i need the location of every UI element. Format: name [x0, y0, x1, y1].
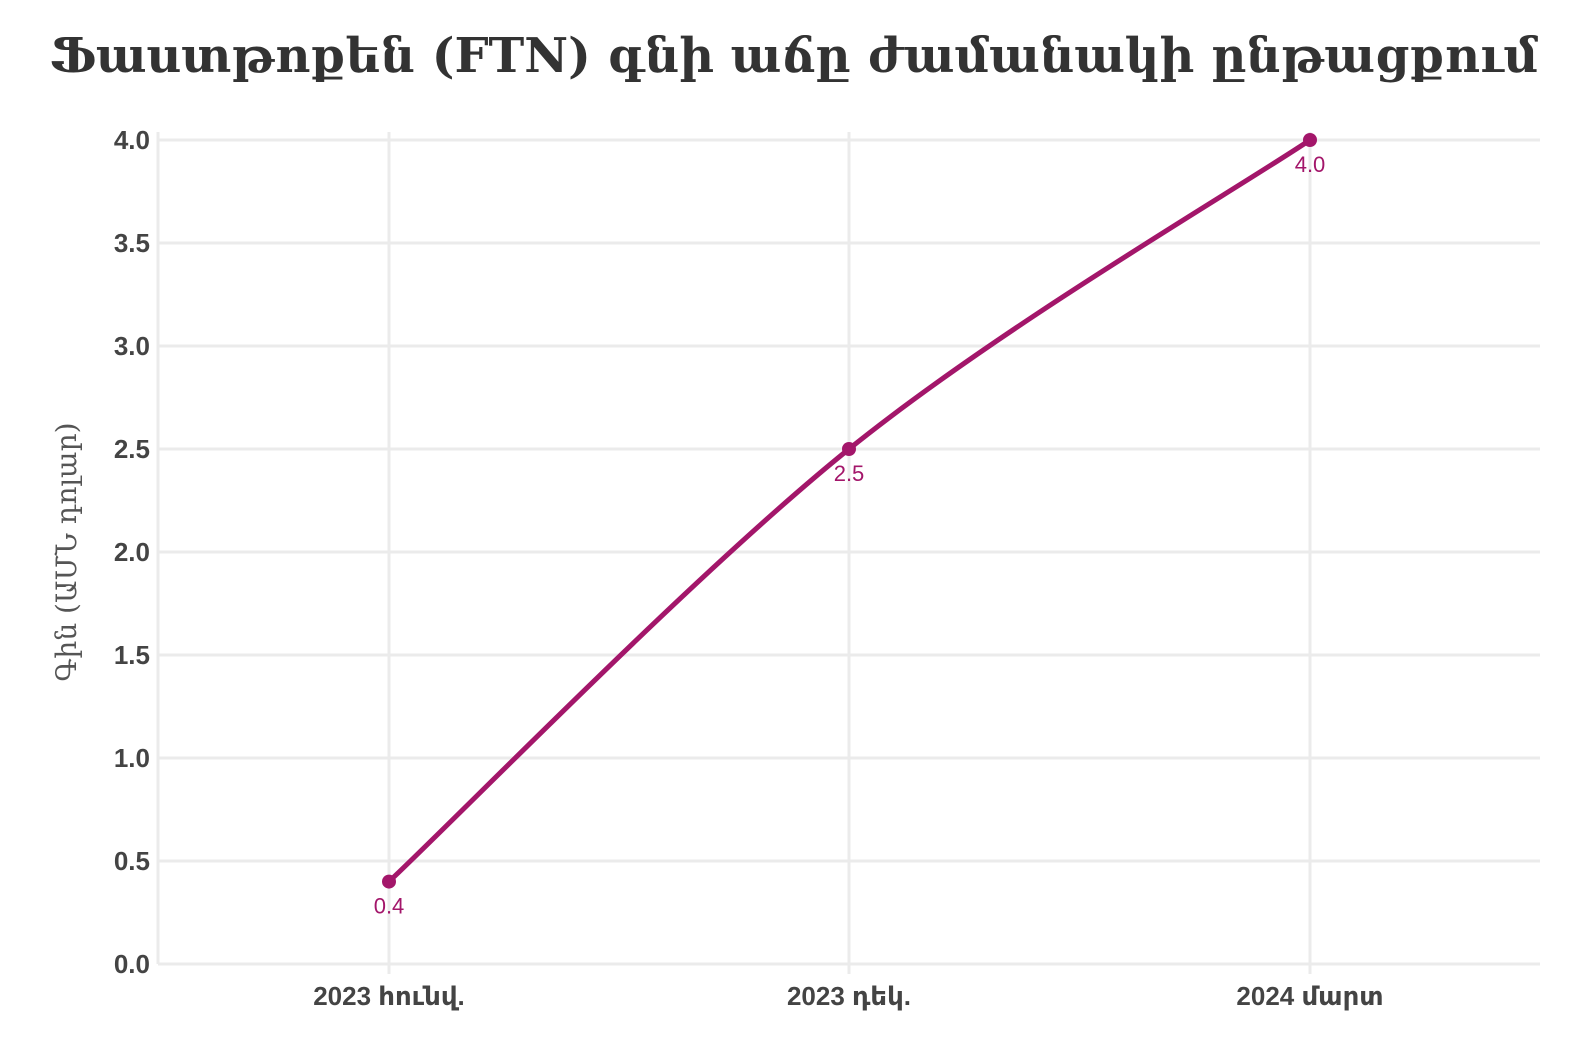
- y-tick-label: 0.0: [114, 949, 150, 979]
- data-point: [1303, 133, 1317, 147]
- chart-title: Ֆաստթոքեն (FTN) գնի աճը ժամանակի ընթացքո…: [49, 28, 1539, 84]
- x-tick-label: 2024 մարտ: [1236, 981, 1383, 1011]
- x-tick-labels: 2023 հունվ. 2023 դեկ. 2024 մարտ: [313, 981, 1383, 1011]
- data-label: 2.5: [834, 461, 865, 486]
- y-axis-title: Գին (ԱՄՆ դոլար): [50, 422, 83, 681]
- y-tick-label: 3.0: [114, 331, 150, 361]
- x-tick-label: 2023 դեկ.: [787, 981, 911, 1011]
- x-gridlines: [387, 132, 1312, 974]
- y-tick-label: 4.0: [114, 125, 150, 155]
- data-label: 4.0: [1295, 152, 1326, 177]
- series-group: [382, 133, 1317, 889]
- y-tick-label: 2.0: [114, 537, 150, 567]
- data-point: [842, 442, 856, 456]
- data-label: 0.4: [374, 894, 405, 919]
- data-point: [382, 874, 396, 889]
- y-tick-label: 1.0: [114, 743, 150, 773]
- y-tick-label: 1.5: [114, 640, 150, 670]
- data-labels: 0.4 2.5 4.0: [374, 152, 1326, 919]
- y-tick-label: 2.5: [114, 434, 150, 464]
- y-tick-label: 0.5: [114, 846, 150, 876]
- y-tick-labels: 0.0 0.5 1.0 1.5 2.0 2.5 3.0 3.5 4.0: [114, 125, 150, 979]
- y-tick-label: 3.5: [114, 228, 150, 258]
- x-tick-label: 2023 հունվ.: [313, 981, 465, 1011]
